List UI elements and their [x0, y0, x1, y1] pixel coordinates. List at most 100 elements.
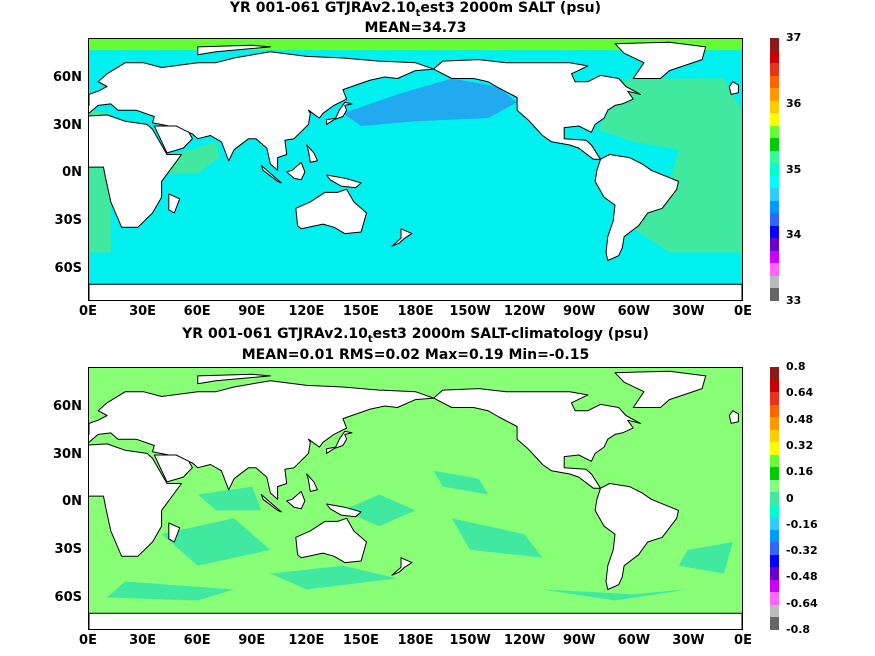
colorbar-segment: [770, 429, 779, 443]
land-uk: [728, 410, 739, 424]
atlantic-salt-region: [596, 78, 742, 253]
colorbar-tick-label: -0.8: [786, 623, 811, 636]
panel2-colorbar: [770, 367, 779, 631]
x-tick-label: 30E: [129, 633, 157, 648]
colorbar-tick-label: 0.16: [786, 465, 814, 479]
colorbar-tick-label: -0.16: [786, 517, 818, 531]
colorbar-segment: [770, 379, 779, 393]
colorbar-segment: [770, 288, 779, 302]
colorbar-segment: [770, 567, 779, 581]
land-arctic_isl: [197, 373, 271, 385]
land-arabia: [153, 454, 193, 483]
colorbar-segment: [770, 138, 779, 152]
colorbar-segment: [770, 617, 779, 631]
arabian-sea-region: [165, 141, 220, 174]
y-tick-label: 60S: [54, 590, 82, 606]
colorbar-segment: [770, 150, 779, 164]
colorbar-segment: [770, 592, 779, 606]
anomaly-patch: [161, 518, 271, 566]
colorbar-segment: [770, 554, 779, 568]
colorbar-segment: [770, 188, 779, 202]
panel2-map-svg: [89, 368, 742, 629]
x-tick-label: 0E: [734, 304, 752, 319]
y-tick-label: 30S: [54, 213, 82, 229]
colorbar-segment: [770, 417, 779, 431]
x-tick-label: 180E: [397, 633, 434, 648]
land-namerica: [433, 59, 641, 160]
x-tick-label: 150W: [449, 633, 491, 648]
colorbar-segment: [770, 529, 779, 543]
colorbar-tick-label: -0.32: [786, 544, 818, 558]
y-tick-label: 30N: [53, 117, 82, 133]
land-newguinea: [326, 503, 362, 518]
land-australia: [295, 517, 367, 564]
x-tick-label: 90E: [238, 304, 266, 319]
land-africa: [89, 114, 182, 228]
x-tick-label: 120E: [288, 304, 325, 319]
colorbar-tick-label: 35: [786, 162, 802, 176]
colorbar-segment: [770, 392, 779, 406]
panel1-map-svg: [89, 39, 742, 300]
panel2-map: [88, 367, 743, 630]
colorbar-segment: [770, 113, 779, 127]
anomaly-patch: [197, 486, 262, 511]
land-nz: [391, 228, 413, 247]
x-tick-label: 30W: [672, 304, 705, 319]
land-newguinea: [326, 174, 362, 189]
colorbar-tick-label: 34: [786, 228, 802, 242]
land-eurasia: [89, 51, 435, 171]
land-indochina_isl: [306, 144, 318, 163]
panel1-title: YR 001-061 GTJRAv2.10test3 2000m SALT (p…: [229, 0, 602, 19]
panel1-subtitle: MEAN=34.73: [364, 20, 467, 36]
x-tick-label: 150W: [449, 304, 491, 319]
x-tick-label: 30E: [129, 304, 157, 319]
y-tick-label: 0N: [62, 494, 82, 510]
anomaly-patch: [107, 581, 235, 601]
colorbar-tick-label: 36: [786, 96, 802, 110]
land-borneo: [286, 490, 306, 510]
colorbar-segment: [770, 579, 779, 593]
x-tick-label: 90W: [563, 633, 596, 648]
y-tick-label: 0N: [62, 165, 82, 181]
colorbar-segment: [770, 38, 779, 52]
colorbar-segment: [770, 75, 779, 89]
colorbar-tick-label: -0.64: [786, 596, 818, 610]
y-tick-label: 30S: [54, 542, 82, 558]
colorbar-segment: [770, 63, 779, 77]
panel1-colorbar: [770, 38, 779, 302]
y-tick-label: 60N: [53, 69, 82, 85]
colorbar-segment: [770, 100, 779, 114]
colorbar-segment: [770, 88, 779, 102]
x-tick-label: 60E: [183, 304, 211, 319]
land-africa: [89, 443, 182, 557]
colorbar-segment: [770, 250, 779, 264]
colorbar-tick-label: 0.48: [786, 412, 814, 426]
colorbar-tick-label: -0.48: [786, 570, 818, 584]
colorbar-segment: [770, 225, 779, 239]
x-tick-label: 0E: [734, 633, 752, 648]
x-tick-label: 180E: [397, 304, 434, 319]
colorbar-segment: [770, 467, 779, 481]
x-tick-label: 0E: [79, 633, 97, 648]
x-tick-label: 0E: [79, 304, 97, 319]
land-australia: [295, 188, 367, 235]
land-sumatra: [260, 165, 282, 184]
north-pacific-fresh-region: [342, 78, 518, 126]
colorbar-tick-label: 0.64: [786, 386, 814, 400]
y-tick-label: 60N: [53, 398, 82, 414]
x-tick-label: 150E: [342, 633, 379, 648]
land-antarctica: [89, 612, 742, 629]
land-japan: [326, 430, 353, 454]
colorbar-segment: [770, 492, 779, 506]
x-tick-label: 90E: [238, 633, 266, 648]
x-tick-label: 120E: [288, 633, 325, 648]
land-uk: [728, 81, 739, 95]
x-tick-label: 150E: [342, 304, 379, 319]
colorbar-segment: [770, 200, 779, 214]
land-arabia: [153, 125, 193, 154]
land-borneo: [286, 161, 306, 181]
colorbar-tick-label: 0.8: [786, 360, 806, 373]
colorbar-segment: [770, 50, 779, 64]
colorbar-segment: [770, 442, 779, 456]
colorbar-segment: [770, 263, 779, 277]
